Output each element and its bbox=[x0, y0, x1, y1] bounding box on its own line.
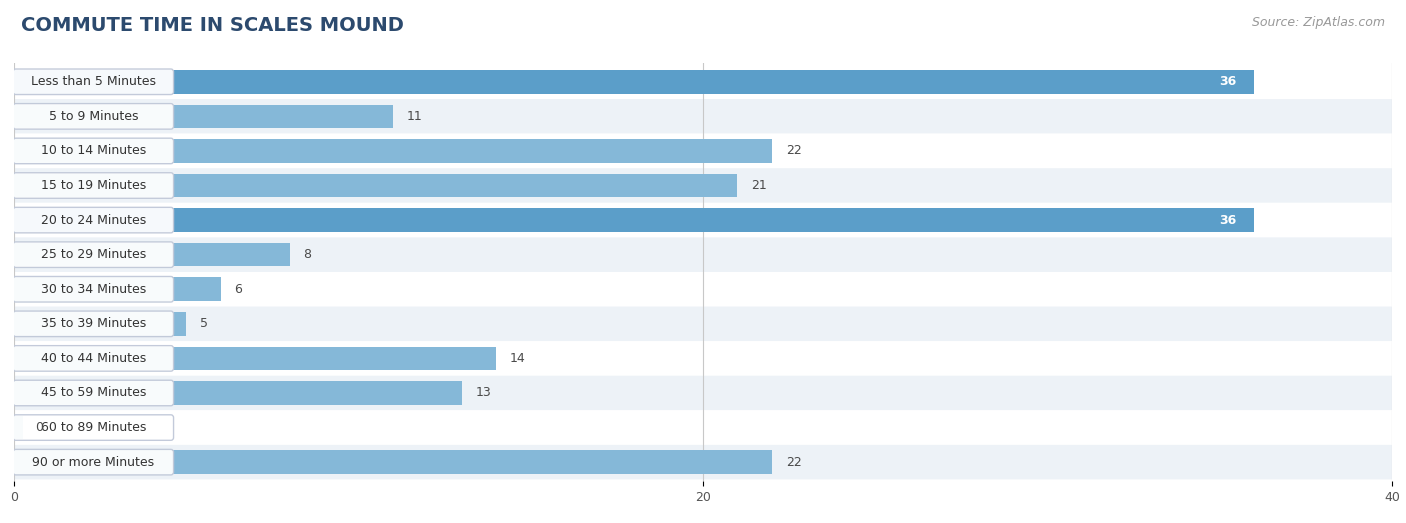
Bar bbox=[14, 208, 1254, 232]
Text: COMMUTE TIME IN SCALES MOUND: COMMUTE TIME IN SCALES MOUND bbox=[21, 16, 404, 35]
FancyBboxPatch shape bbox=[13, 277, 173, 302]
Text: 0: 0 bbox=[35, 421, 42, 434]
FancyBboxPatch shape bbox=[13, 449, 173, 475]
Text: 20 to 24 Minutes: 20 to 24 Minutes bbox=[41, 213, 146, 226]
FancyBboxPatch shape bbox=[14, 134, 1392, 168]
FancyBboxPatch shape bbox=[14, 445, 1392, 480]
Text: Less than 5 Minutes: Less than 5 Minutes bbox=[31, 75, 156, 88]
Text: 30 to 34 Minutes: 30 to 34 Minutes bbox=[41, 283, 146, 295]
Text: 45 to 59 Minutes: 45 to 59 Minutes bbox=[41, 386, 146, 400]
Text: 22: 22 bbox=[786, 144, 801, 157]
FancyBboxPatch shape bbox=[14, 410, 1392, 445]
Text: 5 to 9 Minutes: 5 to 9 Minutes bbox=[49, 110, 138, 123]
FancyBboxPatch shape bbox=[13, 138, 173, 164]
FancyBboxPatch shape bbox=[13, 242, 173, 267]
FancyBboxPatch shape bbox=[14, 237, 1392, 272]
FancyBboxPatch shape bbox=[14, 272, 1392, 306]
Text: Source: ZipAtlas.com: Source: ZipAtlas.com bbox=[1251, 16, 1385, 29]
FancyBboxPatch shape bbox=[13, 104, 173, 129]
FancyBboxPatch shape bbox=[14, 64, 1392, 99]
Text: 36: 36 bbox=[1219, 75, 1237, 88]
Text: 35 to 39 Minutes: 35 to 39 Minutes bbox=[41, 317, 146, 331]
Bar bbox=[14, 450, 772, 474]
Bar bbox=[14, 278, 221, 301]
Text: 36: 36 bbox=[1219, 213, 1237, 226]
Text: 14: 14 bbox=[510, 352, 526, 365]
FancyBboxPatch shape bbox=[13, 311, 173, 337]
Text: 6: 6 bbox=[235, 283, 242, 295]
Bar bbox=[14, 105, 394, 128]
Bar bbox=[14, 174, 738, 197]
FancyBboxPatch shape bbox=[13, 173, 173, 198]
FancyBboxPatch shape bbox=[14, 341, 1392, 376]
Text: 25 to 29 Minutes: 25 to 29 Minutes bbox=[41, 248, 146, 261]
Bar bbox=[14, 312, 186, 336]
Bar bbox=[14, 139, 772, 163]
FancyBboxPatch shape bbox=[14, 306, 1392, 341]
FancyBboxPatch shape bbox=[13, 415, 173, 440]
FancyBboxPatch shape bbox=[14, 203, 1392, 237]
Text: 22: 22 bbox=[786, 456, 801, 469]
FancyBboxPatch shape bbox=[13, 207, 173, 233]
Text: 8: 8 bbox=[304, 248, 311, 261]
Text: 21: 21 bbox=[751, 179, 768, 192]
FancyBboxPatch shape bbox=[13, 346, 173, 371]
FancyBboxPatch shape bbox=[14, 376, 1392, 410]
Text: 10 to 14 Minutes: 10 to 14 Minutes bbox=[41, 144, 146, 157]
FancyBboxPatch shape bbox=[14, 168, 1392, 203]
Text: 60 to 89 Minutes: 60 to 89 Minutes bbox=[41, 421, 146, 434]
Text: 40 to 44 Minutes: 40 to 44 Minutes bbox=[41, 352, 146, 365]
Text: 15 to 19 Minutes: 15 to 19 Minutes bbox=[41, 179, 146, 192]
Bar bbox=[14, 347, 496, 370]
Text: 13: 13 bbox=[475, 386, 492, 400]
Text: 90 or more Minutes: 90 or more Minutes bbox=[32, 456, 155, 469]
FancyBboxPatch shape bbox=[13, 69, 173, 95]
Bar bbox=[14, 416, 22, 439]
Text: 11: 11 bbox=[406, 110, 423, 123]
FancyBboxPatch shape bbox=[14, 99, 1392, 134]
Bar bbox=[14, 381, 463, 405]
FancyBboxPatch shape bbox=[13, 380, 173, 406]
Bar bbox=[14, 243, 290, 266]
Bar bbox=[14, 70, 1254, 94]
Text: 5: 5 bbox=[200, 317, 208, 331]
